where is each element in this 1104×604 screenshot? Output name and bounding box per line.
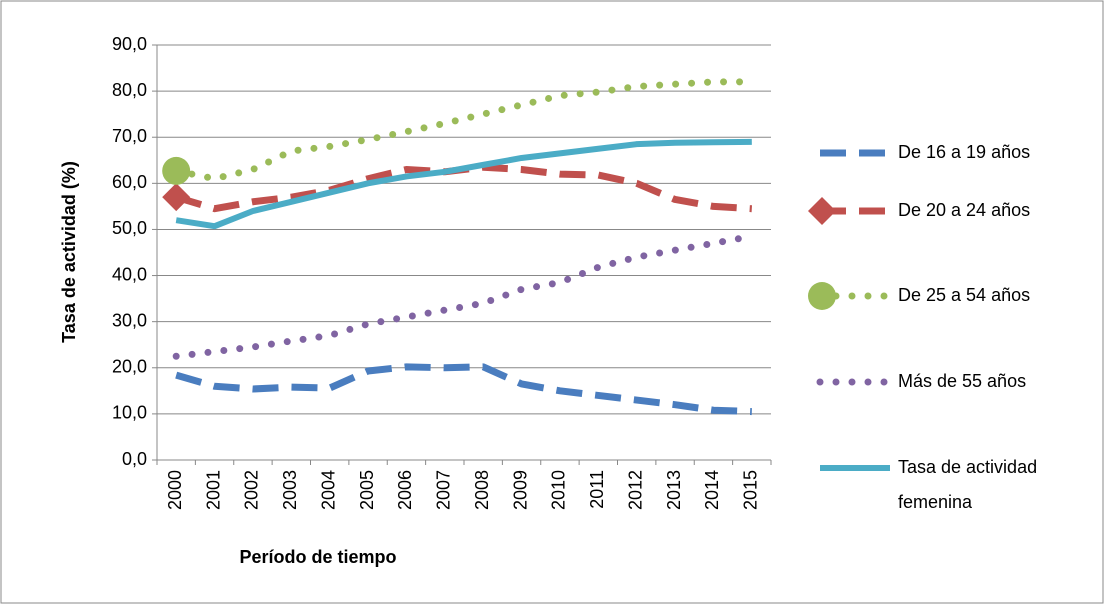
legend-marker bbox=[808, 197, 836, 225]
x-tick-label: 2013 bbox=[664, 470, 684, 510]
x-tick-label: 2008 bbox=[472, 470, 492, 510]
x-tick-label: 2000 bbox=[165, 470, 185, 510]
y-tick-label: 10,0 bbox=[112, 403, 147, 423]
x-tick-label: 2005 bbox=[357, 470, 377, 510]
y-tick-label: 50,0 bbox=[112, 218, 147, 238]
legend-item: Más de 55 años bbox=[898, 371, 1027, 391]
x-tick-label: 2006 bbox=[395, 470, 415, 510]
y-tick-label: 20,0 bbox=[112, 357, 147, 377]
x-tick-label: 2010 bbox=[549, 470, 569, 510]
x-tick-label: 2007 bbox=[434, 470, 454, 510]
x-tick-label: 2003 bbox=[280, 470, 300, 510]
legend-label: Tasa de actividad femenina bbox=[898, 457, 1038, 512]
y-tick-label: 0,0 bbox=[122, 449, 147, 469]
y-tick-label: 80,0 bbox=[112, 80, 147, 100]
legend-label: De 16 a 19 años bbox=[898, 142, 1031, 162]
x-tick-label: 2009 bbox=[510, 470, 530, 510]
series-line bbox=[175, 138, 752, 230]
x-tick-label: 2004 bbox=[318, 470, 338, 510]
y-axis-title: Tasa de actividad (%) bbox=[59, 161, 79, 343]
x-tick-label: 2015 bbox=[741, 470, 761, 510]
y-tick-label: 70,0 bbox=[112, 126, 147, 146]
y-tick-label: 40,0 bbox=[112, 264, 147, 284]
y-tick-label: 90,0 bbox=[112, 34, 147, 54]
x-tick-label: 2011 bbox=[587, 470, 607, 509]
series-line bbox=[175, 363, 752, 416]
x-tick-label: 2001 bbox=[203, 470, 223, 510]
legend-item: De 25 a 54 años bbox=[898, 285, 1031, 305]
y-tick-label: 30,0 bbox=[112, 310, 147, 330]
x-tick-label: 2002 bbox=[242, 470, 262, 510]
legend-marker bbox=[808, 282, 836, 310]
legend-label: De 25 a 54 años bbox=[898, 285, 1031, 305]
x-tick-label: 2012 bbox=[625, 470, 645, 510]
x-tick-label: 2014 bbox=[702, 470, 722, 510]
x-axis-title: Período de tiempo bbox=[239, 547, 396, 567]
legend-label: De 20 a 24 años bbox=[898, 200, 1031, 220]
legend-item: De 16 a 19 años bbox=[898, 142, 1031, 162]
legend-label: Más de 55 años bbox=[898, 371, 1027, 391]
legend-item: De 20 a 24 años bbox=[898, 200, 1031, 220]
legend-item: Tasa de actividad femenina bbox=[898, 457, 1038, 512]
y-tick-label: 60,0 bbox=[112, 172, 147, 192]
series-marker bbox=[162, 156, 191, 185]
series-line bbox=[172, 232, 756, 360]
series-marker bbox=[162, 183, 191, 212]
